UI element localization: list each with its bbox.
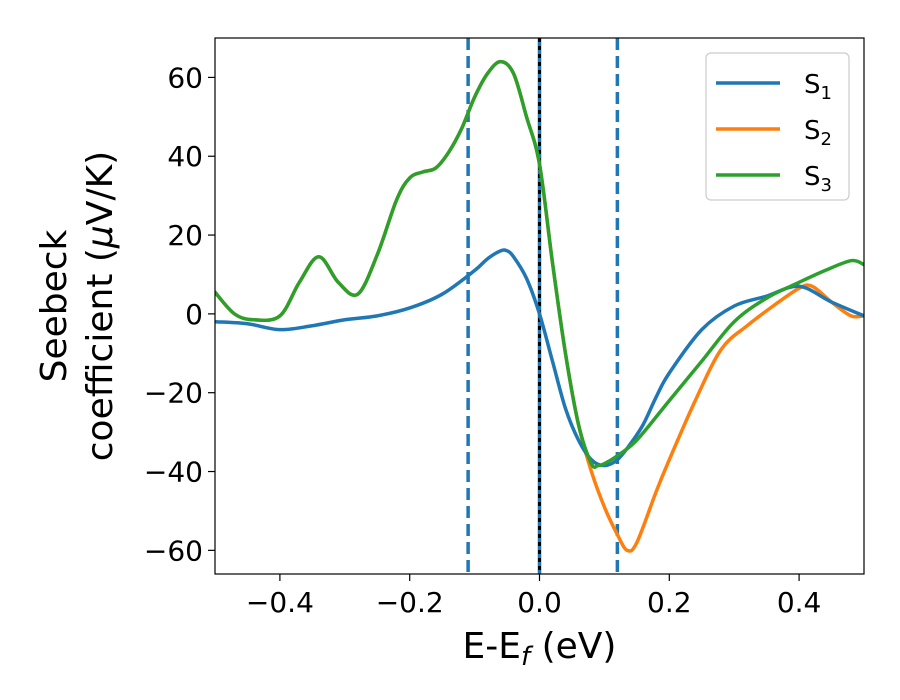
x-axis-label: E-Ef (eV) [463, 626, 617, 672]
y-axis-label-line2: coefficient (μV/K) [80, 151, 121, 461]
legend: S1 S2 S3 [705, 52, 850, 201]
legend-label-s2: S2 [804, 116, 832, 150]
y-tick-label: −40 [144, 456, 203, 489]
y-tick-label: −60 [144, 534, 203, 567]
legend-label-s1: S1 [804, 70, 832, 104]
y-tick-label: 20 [167, 219, 203, 252]
y-tick-label: −20 [144, 377, 203, 410]
x-tick-label: 0.0 [517, 586, 562, 619]
x-tick-label: −0.2 [376, 586, 444, 619]
x-tick-label: −0.4 [246, 586, 314, 619]
y-axis-label: Seebeck coefficient (μV/K) [34, 151, 121, 461]
y-axis-ticks: −60 −40 −20 0 20 40 60 [144, 61, 215, 567]
series-lines [215, 59, 864, 553]
series-line-s3 [215, 59, 864, 470]
y-tick-label: 40 [167, 140, 203, 173]
legend-label-s3: S3 [804, 162, 832, 196]
legend-box [705, 52, 850, 201]
y-axis-label-line1: Seebeck [34, 229, 75, 382]
x-tick-label: 0.4 [777, 586, 822, 619]
x-tick-label: 0.2 [647, 586, 692, 619]
y-tick-label: 60 [167, 61, 203, 94]
x-axis-ticks: −0.4 −0.2 0.0 0.2 0.4 [246, 574, 821, 619]
series-line-s1 [215, 248, 864, 468]
plot-area [215, 38, 864, 574]
y-tick-label: 0 [185, 298, 203, 331]
reference-lines [466, 38, 620, 574]
